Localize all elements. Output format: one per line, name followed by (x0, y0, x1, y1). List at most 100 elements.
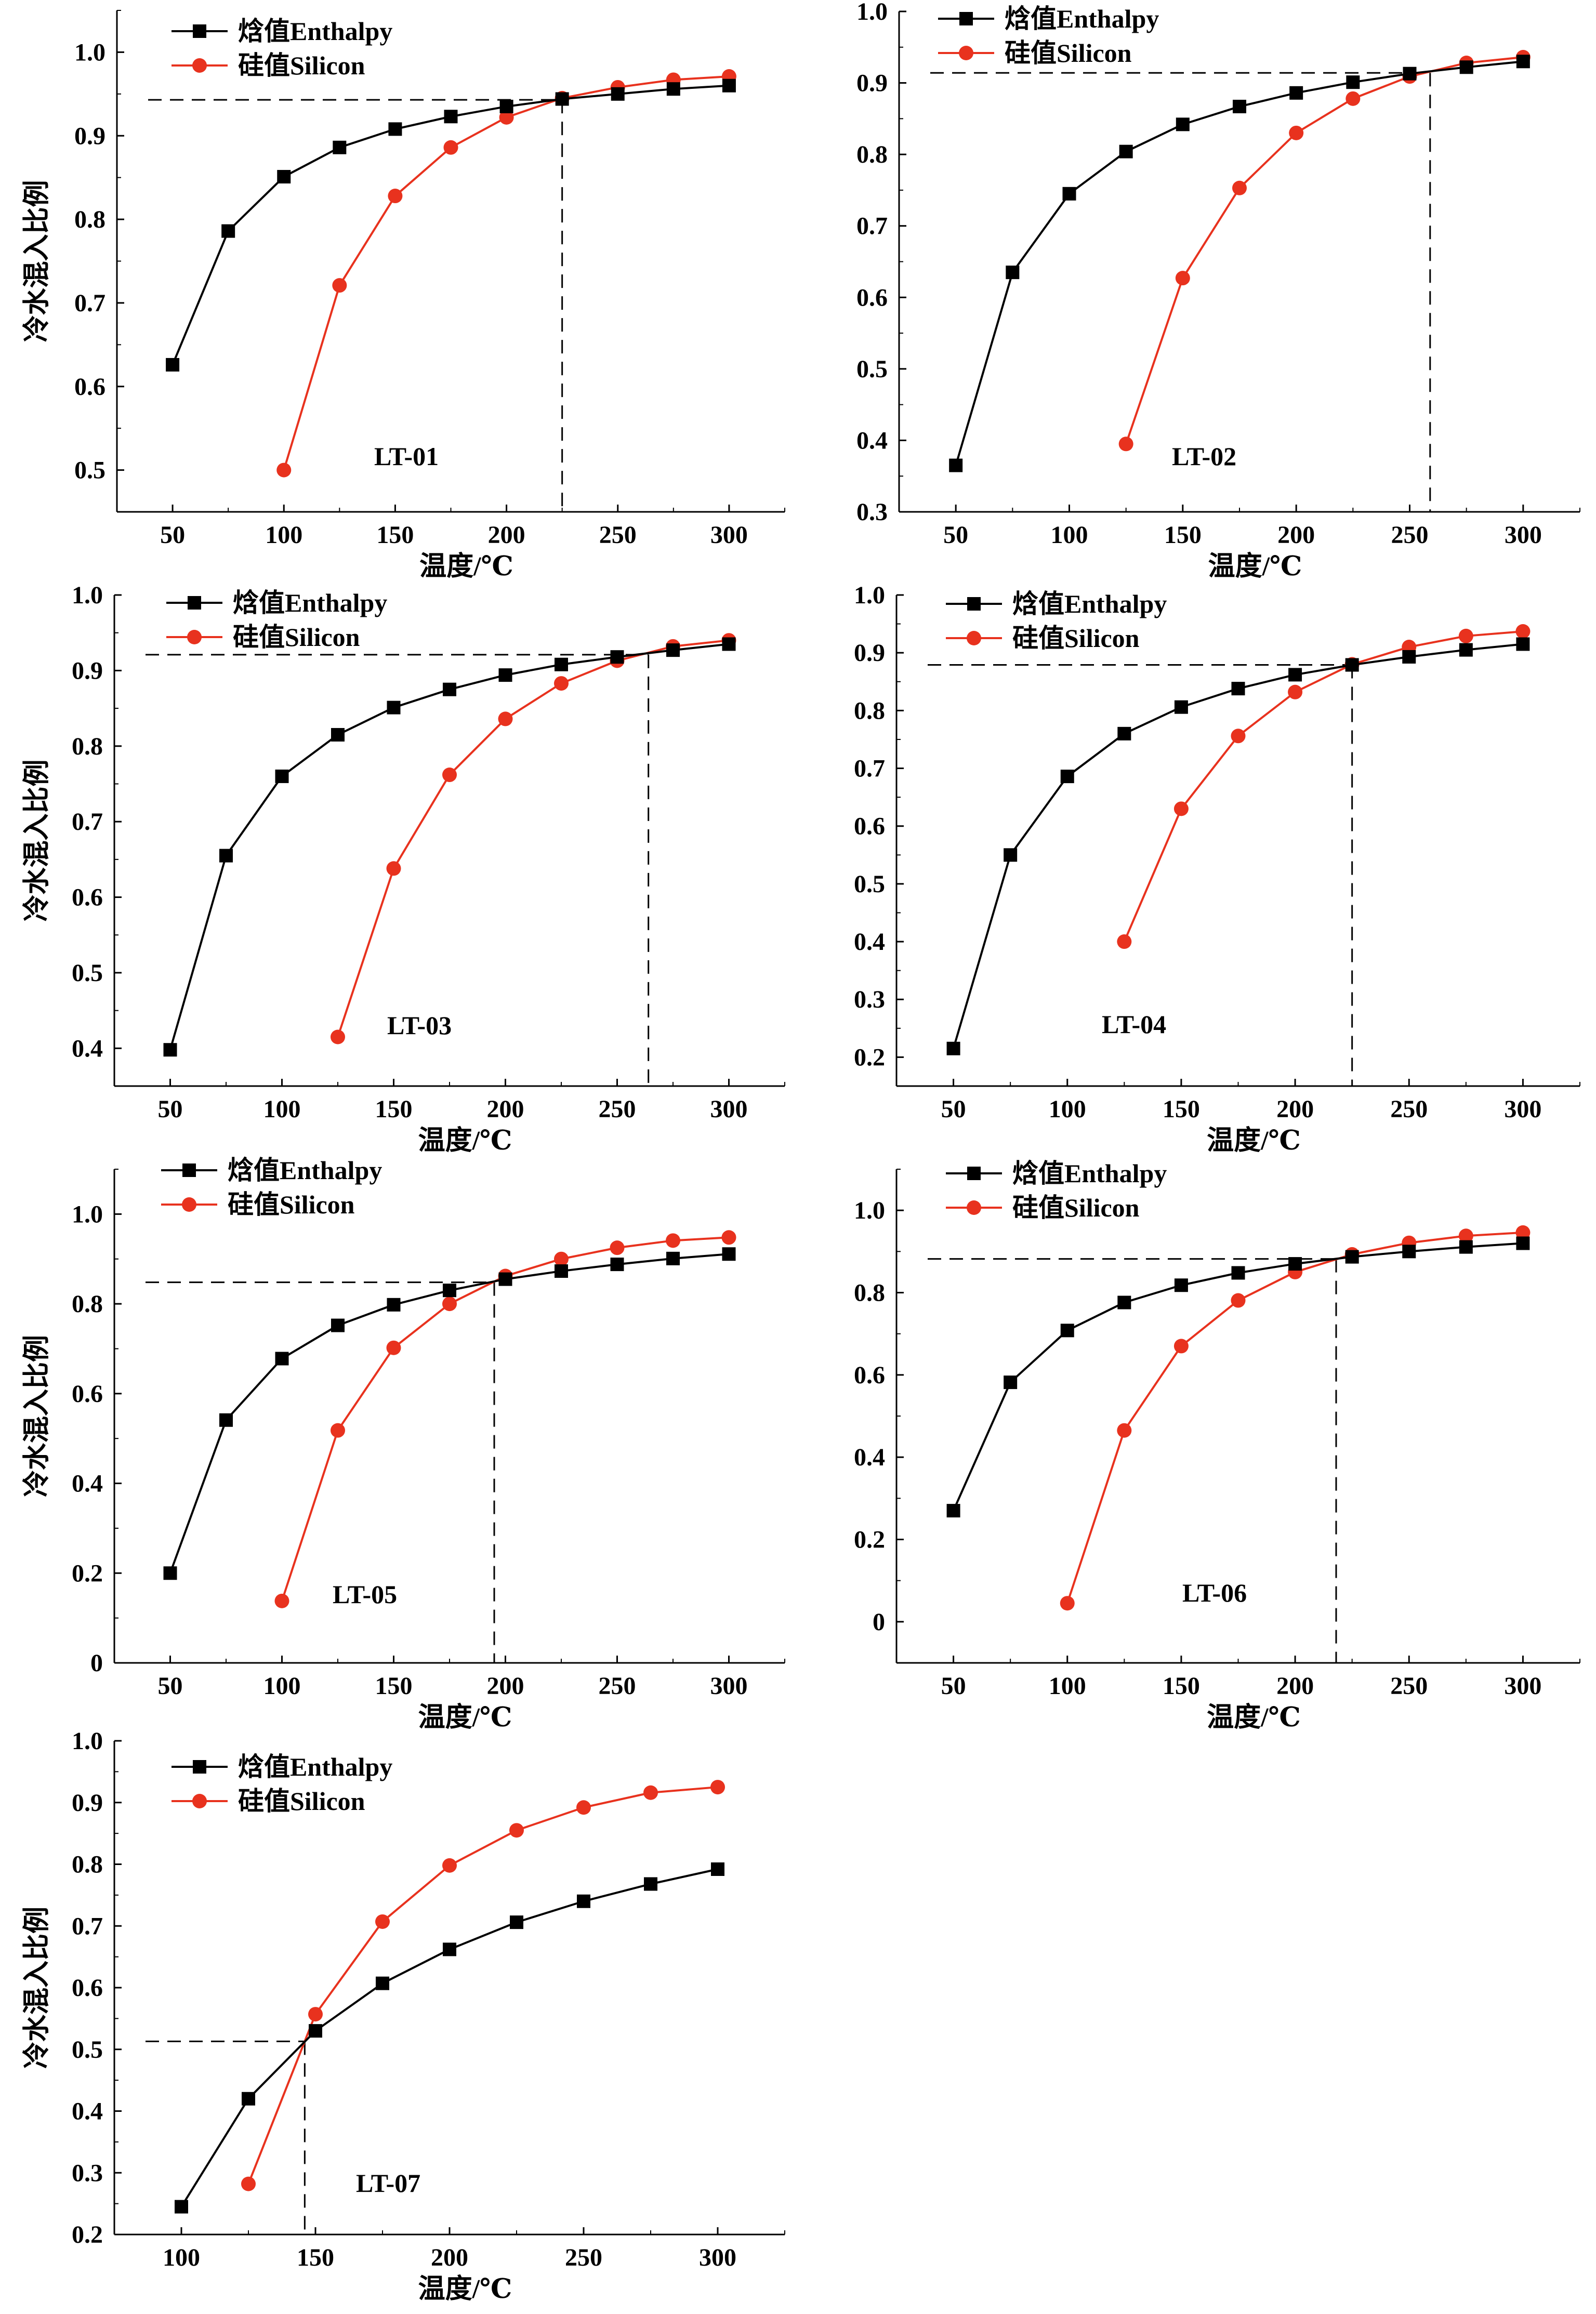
silicon-point (276, 462, 292, 478)
legend-enthalpy-marker (967, 597, 981, 611)
legend-silicon-label: 硅值Silicon (1012, 1193, 1140, 1222)
legend-silicon-marker (192, 1794, 207, 1808)
enthalpy-point (387, 700, 401, 715)
enthalpy-point (1288, 668, 1302, 682)
silicon-point (442, 768, 457, 783)
enthalpy-point (219, 849, 233, 863)
legend-silicon-marker (187, 630, 202, 644)
panel-label: LT-05 (333, 1580, 397, 1609)
enthalpy-point (1345, 1250, 1359, 1264)
silicon-point (1231, 729, 1246, 744)
y-tick-label: 1.0 (72, 581, 103, 609)
enthalpy-point (666, 82, 680, 96)
y-tick-label: 0.3 (72, 2159, 103, 2187)
y-tick-label: 0.8 (74, 206, 105, 233)
y-axis-title: 冷水混入比例 (22, 1335, 52, 1497)
chart-panel: 0.2 0.3 0.4 0.5 0.6 0.7 0.8 0.9 1.0 100 150 200 250 3… (22, 1727, 785, 2304)
y-tick-label: 0.8 (72, 733, 103, 760)
y-tick-label: 1.0 (856, 0, 888, 25)
chart-panel: 0.4 0.5 0.6 0.7 0.8 0.9 1.0 50 100 150 200 250 300 温度… (22, 581, 785, 1156)
enthalpy-point (555, 92, 569, 106)
y-tick-label: 0.9 (72, 657, 103, 684)
silicon-point (1117, 1423, 1132, 1438)
enthalpy-point (309, 2024, 322, 2038)
silicon-point (721, 1230, 736, 1245)
x-tick-label: 200 (1276, 1672, 1314, 1700)
legend-silicon-label: 硅值Silicon (238, 51, 365, 80)
enthalpy-point (388, 122, 402, 136)
enthalpy-point (163, 1566, 177, 1580)
panel-label: LT-06 (1182, 1578, 1247, 1607)
y-tick-label: 0.9 (854, 639, 885, 667)
x-tick-label: 200 (487, 1672, 524, 1700)
enthalpy-point (644, 1877, 657, 1891)
x-tick-label: 100 (163, 2244, 200, 2271)
silicon-point (1458, 628, 1473, 643)
x-tick-label: 100 (265, 521, 302, 549)
silicon-point (576, 1800, 591, 1815)
x-tick-label: 100 (1049, 1095, 1086, 1123)
legend-enthalpy-label: 焓值Enthalpy (233, 588, 387, 617)
enthalpy-point (1119, 144, 1133, 158)
y-tick-label: 0.6 (74, 373, 105, 401)
silicon-line (247, 1786, 718, 2185)
x-tick-label: 100 (1051, 521, 1088, 549)
y-tick-label: 0.8 (854, 697, 885, 724)
x-tick-label: 300 (710, 1672, 748, 1700)
enthalpy-point (1174, 1278, 1188, 1292)
legend-silicon-marker (967, 631, 981, 645)
y-tick-label: 0.6 (72, 1974, 103, 2002)
x-tick-label: 300 (710, 521, 748, 549)
silicon-point (509, 1823, 524, 1838)
y-tick-label: 0.7 (854, 755, 885, 783)
legend-enthalpy-label: 焓值Enthalpy (238, 17, 392, 46)
enthalpy-point (275, 1352, 289, 1366)
enthalpy-point (1402, 650, 1416, 664)
enthalpy-point (387, 1298, 401, 1312)
y-tick-label: 0.6 (72, 884, 103, 911)
y-tick-label: 0.8 (856, 141, 888, 168)
silicon-point (1173, 1339, 1189, 1354)
enthalpy-point (1231, 682, 1245, 696)
legend-silicon-label: 硅值Silicon (1012, 624, 1140, 653)
silicon-point (710, 1780, 725, 1795)
legend-silicon-label: 硅值Silicon (1005, 38, 1132, 68)
x-tick-label: 250 (565, 2244, 602, 2271)
enthalpy-point (666, 1251, 680, 1265)
x-tick-label: 200 (1277, 521, 1315, 549)
y-tick-label: 0.4 (856, 427, 888, 454)
silicon-point (274, 1593, 289, 1608)
enthalpy-point (1117, 1295, 1131, 1310)
x-tick-label: 100 (263, 1095, 301, 1123)
legend-silicon-label: 硅值Silicon (233, 623, 360, 652)
enthalpy-point (499, 99, 513, 113)
x-tick-label: 150 (375, 1672, 413, 1700)
y-axis-title: 冷水混入比例 (22, 1907, 52, 2069)
x-tick-label: 300 (1504, 1672, 1541, 1700)
y-tick-label: 1.0 (72, 1727, 103, 1755)
x-tick-label: 250 (1391, 521, 1429, 549)
silicon-point (554, 676, 569, 691)
enthalpy-point (498, 1272, 512, 1286)
y-tick-label: 0.3 (856, 498, 888, 526)
legend-enthalpy-label: 焓值Enthalpy (1012, 589, 1167, 618)
panel-label: LT-01 (374, 442, 439, 471)
y-tick-label: 0.7 (856, 213, 888, 240)
x-tick-label: 200 (488, 521, 525, 549)
y-tick-label: 0.2 (72, 1559, 103, 1587)
enthalpy-point (1403, 67, 1417, 81)
enthalpy-line (169, 643, 729, 1050)
y-tick-label: 0.9 (74, 122, 105, 150)
silicon-line (281, 1236, 729, 1602)
enthalpy-point (277, 170, 291, 184)
x-tick-label: 200 (487, 1095, 524, 1123)
enthalpy-point (333, 140, 347, 154)
enthalpy-point (666, 643, 680, 657)
panel-label: LT-02 (1172, 442, 1236, 471)
enthalpy-point (510, 1915, 523, 1929)
enthalpy-point (1174, 700, 1188, 714)
silicon-point (1175, 271, 1190, 286)
y-tick-label: 0.5 (854, 870, 885, 898)
x-tick-label: 250 (599, 521, 637, 549)
silicon-point (308, 2007, 323, 2022)
